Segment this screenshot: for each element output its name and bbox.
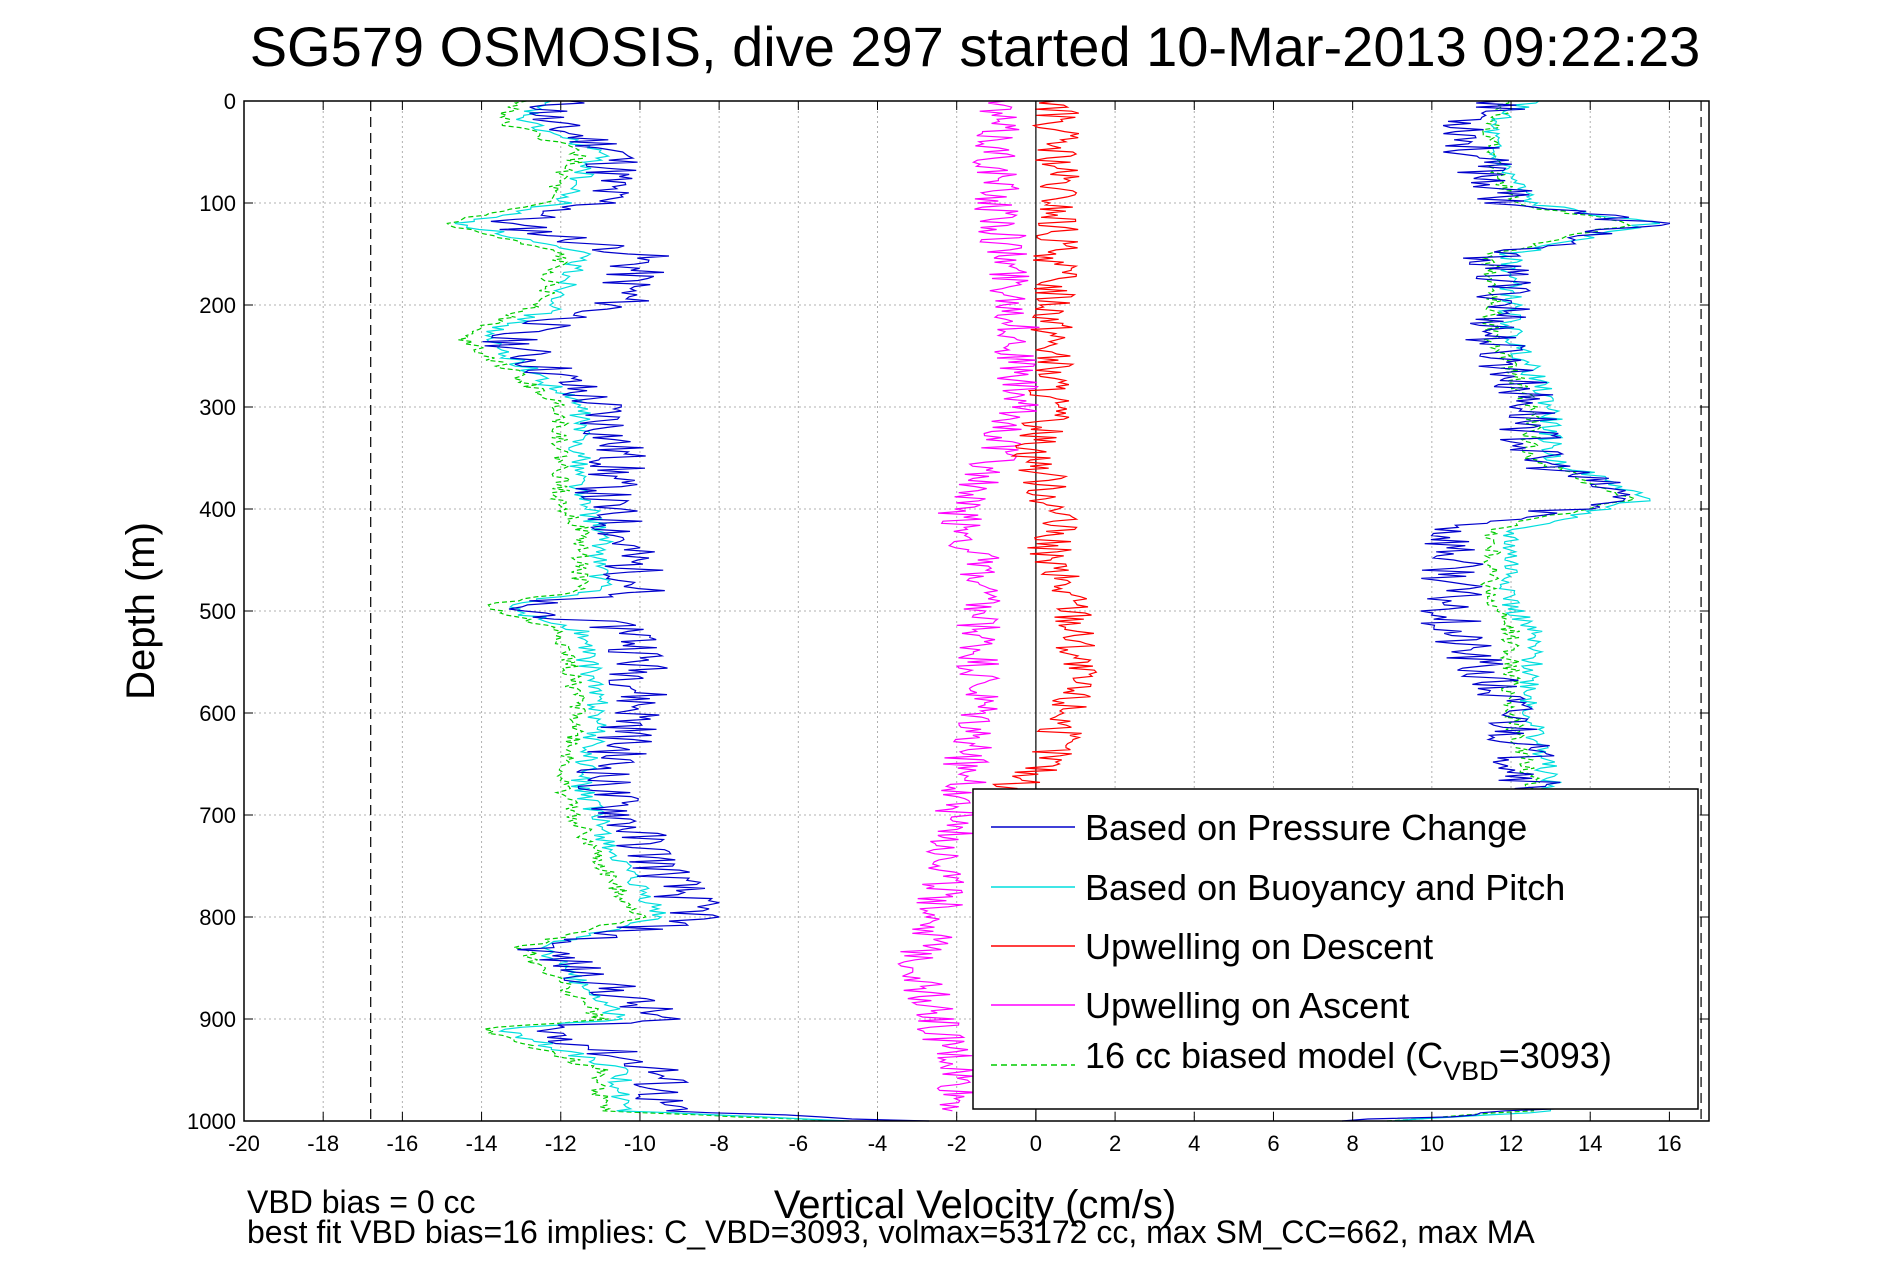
x-tick-label: 8 bbox=[1347, 1131, 1359, 1156]
x-tick-label: 0 bbox=[1030, 1131, 1042, 1156]
series-4-descent-line bbox=[446, 100, 844, 1122]
x-tick-label: -14 bbox=[466, 1131, 498, 1156]
axis-ticks bbox=[243, 100, 1709, 1122]
legend-box bbox=[972, 788, 1699, 1110]
x-tick-label: -10 bbox=[624, 1131, 656, 1156]
y-tick-label: 1000 bbox=[187, 1109, 236, 1134]
y-tick-label: 800 bbox=[199, 905, 236, 930]
legend: Based on Pressure Change Based on Buoyan… bbox=[972, 788, 1699, 1110]
y-tick-label: 500 bbox=[199, 599, 236, 624]
x-tick-label: -6 bbox=[789, 1131, 809, 1156]
x-tick-label: 14 bbox=[1578, 1131, 1602, 1156]
legend-label-biased-model: 16 cc biased model (CVBD=3093) bbox=[1085, 1035, 1612, 1086]
y-tick-label: 700 bbox=[199, 803, 236, 828]
x-tick-label: -20 bbox=[228, 1131, 260, 1156]
series-3-line bbox=[897, 100, 1040, 1112]
footnote-vbd-bias: VBD bias = 0 cc bbox=[247, 1184, 476, 1220]
x-tick-label: -18 bbox=[307, 1131, 339, 1156]
legend-label-upwelling-descent: Upwelling on Descent bbox=[1085, 926, 1433, 967]
y-tick-label: 0 bbox=[224, 89, 236, 114]
y-axis-label: Depth (m) bbox=[119, 522, 163, 700]
legend-label-upwelling-ascent: Upwelling on Ascent bbox=[1085, 985, 1409, 1026]
chart-title: SG579 OSMOSIS, dive 297 started 10-Mar-2… bbox=[250, 15, 1701, 78]
x-tick-label: -12 bbox=[545, 1131, 577, 1156]
footnote-best-fit: best fit VBD bias=16 implies: C_VBD=3093… bbox=[247, 1214, 1535, 1250]
x-tick-label: 10 bbox=[1420, 1131, 1444, 1156]
y-tick-label: 300 bbox=[199, 395, 236, 420]
y-tick-label: 600 bbox=[199, 701, 236, 726]
y-tick-label: 400 bbox=[199, 497, 236, 522]
y-tick-label: 200 bbox=[199, 293, 236, 318]
x-tick-label: -2 bbox=[947, 1131, 967, 1156]
x-tick-labels: -20 -18 -16 -14 -12 -10 -8 -6 -4 -2 0 2 4 6 8 10 12 14 16 bbox=[228, 1131, 1682, 1156]
y-tick-label: 100 bbox=[199, 191, 236, 216]
x-tick-label: 4 bbox=[1188, 1131, 1200, 1156]
series-0-descent-line bbox=[482, 100, 930, 1122]
series-1-descent-line bbox=[454, 100, 849, 1122]
x-tick-label: -16 bbox=[386, 1131, 418, 1156]
x-axis-label: Vertical Velocity (cm/s) bbox=[774, 1183, 1176, 1227]
x-tick-label: 12 bbox=[1499, 1131, 1523, 1156]
y-tick-label: 900 bbox=[199, 1007, 236, 1032]
legend-label-buoyancy: Based on Buoyancy and Pitch bbox=[1085, 867, 1565, 908]
x-tick-label: -8 bbox=[709, 1131, 729, 1156]
x-tick-label: -4 bbox=[868, 1131, 888, 1156]
x-tick-label: 16 bbox=[1657, 1131, 1681, 1156]
legend-label-pressure: Based on Pressure Change bbox=[1085, 807, 1527, 848]
series-2-line bbox=[981, 100, 1098, 796]
x-tick-label: 2 bbox=[1109, 1131, 1121, 1156]
x-tick-label: 6 bbox=[1267, 1131, 1279, 1156]
y-tick-labels: 0 100 200 300 400 500 600 700 800 900 1000 bbox=[187, 89, 236, 1134]
